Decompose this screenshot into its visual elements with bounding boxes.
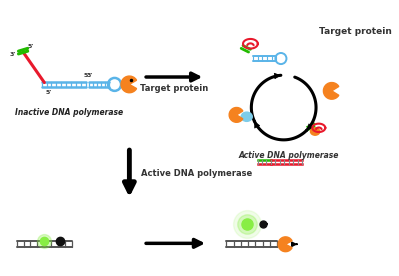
Text: Target protein: Target protein <box>319 27 392 36</box>
Text: 5': 5' <box>28 44 34 49</box>
Text: 3': 3' <box>9 52 16 57</box>
Ellipse shape <box>310 128 320 135</box>
Text: Target protein: Target protein <box>140 84 208 93</box>
Text: 5': 5' <box>46 90 52 95</box>
Wedge shape <box>121 76 136 93</box>
Text: Active DNA polymerase: Active DNA polymerase <box>238 151 338 160</box>
Wedge shape <box>229 108 243 122</box>
Text: Inactive DNA polymerase: Inactive DNA polymerase <box>15 108 123 116</box>
Text: Active DNA polymerase: Active DNA polymerase <box>141 169 253 178</box>
Wedge shape <box>324 83 339 99</box>
Wedge shape <box>278 237 292 252</box>
Ellipse shape <box>241 112 252 121</box>
Text: 3': 3' <box>87 73 93 78</box>
Text: 5': 5' <box>84 73 90 78</box>
